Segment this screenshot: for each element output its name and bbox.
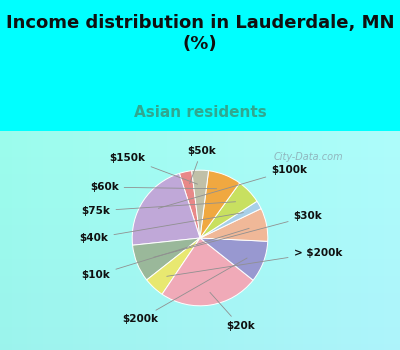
Text: > $200k: > $200k	[167, 248, 342, 276]
Wedge shape	[200, 201, 261, 238]
Text: $60k: $60k	[90, 182, 217, 192]
Text: $10k: $10k	[82, 228, 249, 280]
Wedge shape	[200, 171, 240, 238]
Text: Income distribution in Lauderdale, MN
(%): Income distribution in Lauderdale, MN (%…	[6, 14, 394, 53]
Wedge shape	[132, 238, 200, 280]
Text: $50k: $50k	[187, 146, 216, 184]
Wedge shape	[147, 238, 200, 294]
Wedge shape	[200, 209, 268, 241]
Wedge shape	[192, 170, 208, 238]
Wedge shape	[200, 238, 268, 280]
Wedge shape	[162, 238, 253, 306]
Text: $75k: $75k	[82, 202, 236, 216]
Text: City-Data.com: City-Data.com	[273, 153, 343, 162]
Text: $20k: $20k	[210, 292, 254, 331]
Text: $30k: $30k	[154, 211, 322, 257]
Wedge shape	[200, 183, 257, 238]
Wedge shape	[132, 173, 200, 245]
Text: Asian residents: Asian residents	[134, 105, 266, 120]
Text: $100k: $100k	[158, 165, 307, 208]
Text: $150k: $150k	[110, 153, 198, 184]
Text: $40k: $40k	[80, 212, 243, 243]
Wedge shape	[179, 171, 200, 238]
Text: $200k: $200k	[122, 258, 247, 324]
